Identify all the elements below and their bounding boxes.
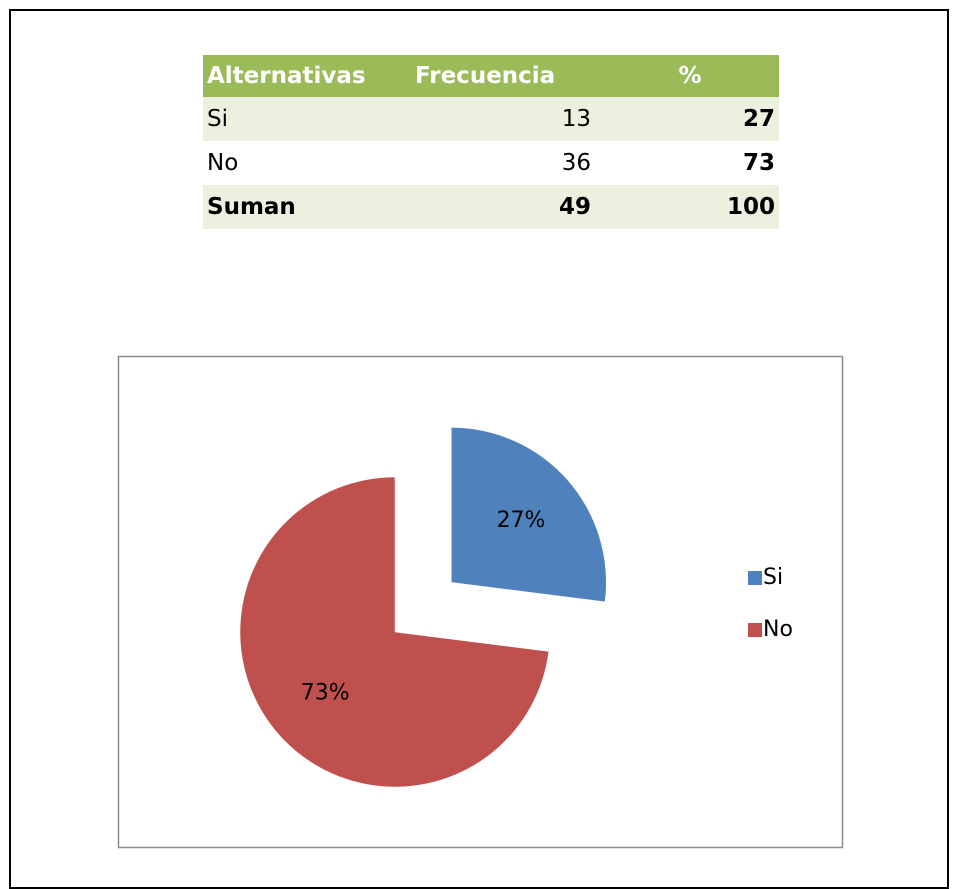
legend-label: No: [763, 617, 793, 642]
legend-swatch: [748, 571, 762, 585]
header-cell: Frecuencia: [411, 55, 601, 97]
cell: 73: [742, 150, 775, 176]
cell: 36: [561, 150, 591, 176]
row: Suman 49 100: [203, 185, 779, 229]
cell: 100: [601, 185, 779, 229]
slice-label: 73%: [301, 681, 350, 706]
header-row: Alternativas Frecuencia %: [203, 55, 779, 97]
slice-label: 27%: [497, 508, 546, 533]
cell: 49: [411, 185, 601, 229]
header-cell: %: [601, 55, 779, 97]
cell: 27: [601, 97, 779, 141]
pie-slice: [451, 427, 607, 603]
cell: No: [207, 150, 239, 176]
legend-swatch: [748, 623, 762, 637]
header-cell: Alternativas: [203, 55, 411, 97]
row: No 36 73: [203, 141, 779, 185]
cell: Suman: [203, 185, 411, 229]
frequency-table: Alternativas Frecuencia % Si 13 27 No 36…: [203, 55, 779, 229]
cell: 13: [411, 97, 601, 141]
row: Si 13 27: [203, 97, 779, 141]
legend-label: Si: [763, 565, 783, 590]
cell: Si: [203, 97, 411, 141]
pie-slice: [239, 476, 550, 788]
